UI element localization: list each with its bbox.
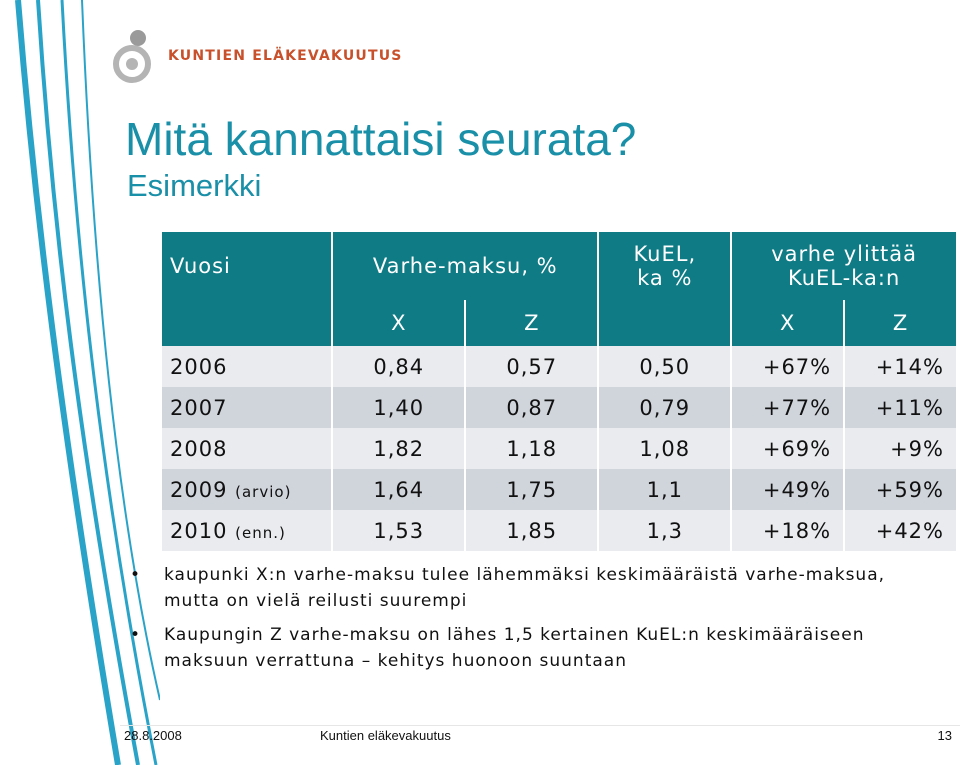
brand-logo: KUNTIEN ELÄKEVAKUUTUS [112, 28, 403, 84]
header-varhe: Varhe-maksu, % [372, 254, 558, 278]
cell-z: 0,87 [466, 387, 598, 428]
cell-year: 2009 (arvio) [162, 469, 332, 510]
header-exceed: varhe ylittää KuEL-ka:n [771, 242, 918, 290]
cell-year: 2007 [162, 387, 332, 428]
subheader-z: Z [524, 311, 540, 335]
cell-exceed-x: +69% [732, 428, 844, 469]
cell-exceed-x: +77% [732, 387, 844, 428]
year-note: (enn.) [235, 523, 286, 542]
page-subtitle: Esimerkki [127, 168, 262, 203]
cell-x: 1,82 [333, 428, 465, 469]
cell-year: 2008 [162, 428, 332, 469]
cell-x: 1,53 [333, 510, 465, 551]
table-row: 2010 (enn.) 1,53 1,85 1,3 +18% +42% [162, 510, 956, 551]
subheader-x: X [780, 311, 796, 335]
cell-z: 0,57 [466, 346, 598, 387]
bullet-list: • kaupunki X:n varhe-maksu tulee lähemmä… [130, 562, 940, 682]
year-value: 2007 [170, 395, 228, 420]
cell-x: 0,84 [333, 346, 465, 387]
cell-exceed-z: +42% [845, 510, 956, 551]
header-kuel: KuEL, ka % [633, 242, 697, 290]
contribution-table: Vuosi Varhe-maksu, % KuEL, ka % varhe yl… [160, 232, 958, 551]
brand-name: KUNTIEN ELÄKEVAKUUTUS [168, 48, 403, 64]
footer-date: 28.8.2008 [124, 728, 182, 743]
footer-page-number: 13 [937, 728, 952, 743]
bullet-item: • kaupunki X:n varhe-maksu tulee lähemmä… [130, 562, 940, 614]
decorative-swoosh [15, 0, 160, 765]
cell-kuel: 0,50 [599, 346, 731, 387]
footer-divider [120, 725, 960, 726]
bullet-text: kaupunki X:n varhe-maksu tulee lähemmäks… [164, 565, 886, 611]
bullet-text: Kaupungin Z varhe-maksu on lähes 1,5 ker… [164, 625, 865, 671]
cell-exceed-z: +11% [845, 387, 956, 428]
year-note: (arvio) [235, 482, 292, 501]
cell-kuel: 1,1 [599, 469, 731, 510]
cell-year: 2010 (enn.) [162, 510, 332, 551]
table-row: 2008 1,82 1,18 1,08 +69% +9% [162, 428, 956, 469]
subheader-x: X [391, 311, 407, 335]
cell-exceed-x: +49% [732, 469, 844, 510]
footer-org: Kuntien eläkevakuutus [320, 728, 451, 743]
cell-year: 2006 [162, 346, 332, 387]
cell-kuel: 0,79 [599, 387, 731, 428]
cell-x: 1,64 [333, 469, 465, 510]
cell-exceed-z: +9% [845, 428, 956, 469]
table-row: 2009 (arvio) 1,64 1,75 1,1 +49% +59% [162, 469, 956, 510]
logo-icon [113, 30, 151, 83]
cell-exceed-z: +14% [845, 346, 956, 387]
cell-kuel: 1,3 [599, 510, 731, 551]
bullet-item: • Kaupungin Z varhe-maksu on lähes 1,5 k… [130, 622, 940, 674]
year-value: 2006 [170, 354, 228, 379]
bullet-dot: • [130, 565, 142, 585]
page-title: Mitä kannattaisi seurata? [125, 113, 637, 165]
cell-z: 1,85 [466, 510, 598, 551]
cell-exceed-x: +18% [732, 510, 844, 551]
subheader-blank [162, 300, 332, 346]
cell-x: 1,40 [333, 387, 465, 428]
cell-exceed-x: +67% [732, 346, 844, 387]
cell-z: 1,18 [466, 428, 598, 469]
cell-kuel: 1,08 [599, 428, 731, 469]
bullet-dot: • [130, 625, 142, 645]
table-row: 2007 1,40 0,87 0,79 +77% +11% [162, 387, 956, 428]
cell-exceed-z: +59% [845, 469, 956, 510]
header-year: Vuosi [170, 254, 231, 278]
table-header-row: Vuosi Varhe-maksu, % KuEL, ka % varhe yl… [162, 232, 956, 300]
cell-z: 1,75 [466, 469, 598, 510]
year-value: 2008 [170, 436, 228, 461]
year-value: 2010 [170, 518, 228, 543]
table-row: 2006 0,84 0,57 0,50 +67% +14% [162, 346, 956, 387]
year-value: 2009 [170, 477, 228, 502]
subheader-z: Z [892, 311, 909, 335]
table-subheader-row: X Z X Z [162, 300, 956, 346]
